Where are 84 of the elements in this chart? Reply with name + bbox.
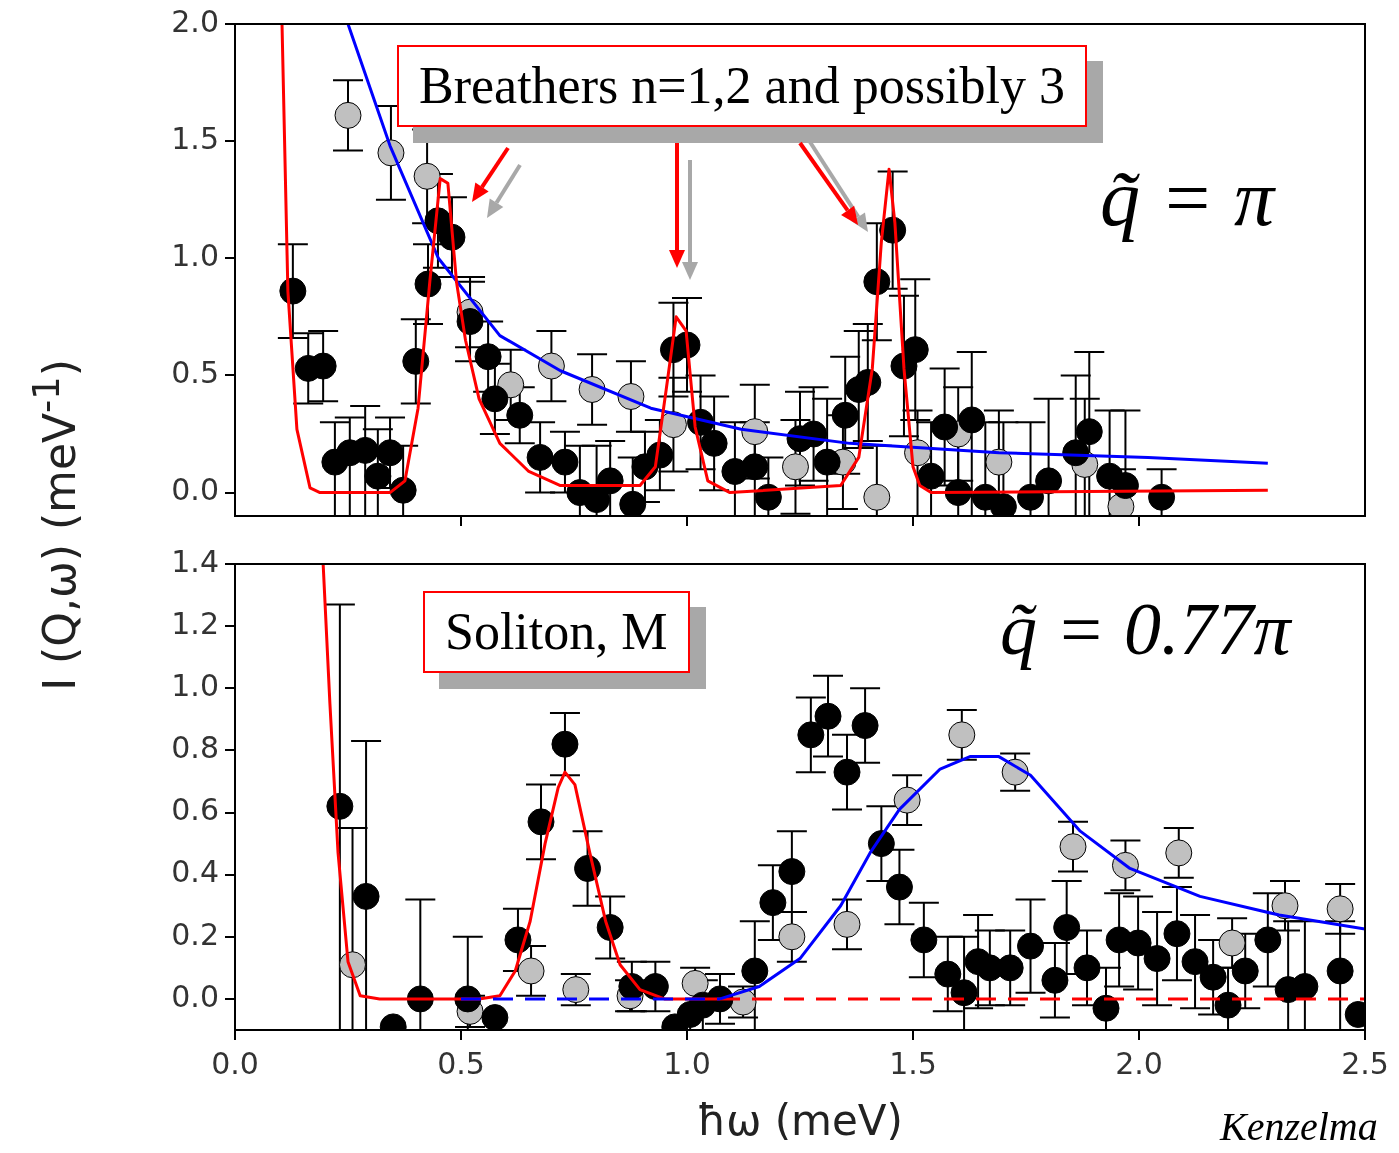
point bbox=[910, 926, 938, 954]
point bbox=[700, 429, 728, 457]
point bbox=[1231, 957, 1259, 985]
point bbox=[413, 162, 441, 190]
y-tick-label: 0.0 bbox=[171, 978, 219, 1014]
y-tick-label: 1.2 bbox=[171, 605, 219, 641]
point bbox=[1326, 957, 1354, 985]
text: Kenzelma bbox=[1220, 1103, 1378, 1151]
point bbox=[1073, 954, 1101, 982]
point bbox=[950, 979, 978, 1007]
point bbox=[833, 910, 861, 938]
point bbox=[1271, 892, 1299, 920]
point bbox=[741, 453, 769, 481]
point bbox=[1041, 966, 1069, 994]
point bbox=[551, 730, 579, 758]
point bbox=[506, 401, 534, 429]
point bbox=[1035, 467, 1063, 495]
point bbox=[948, 721, 976, 749]
annotation: Soliton, M bbox=[423, 591, 690, 674]
y-tick-label: 0.8 bbox=[171, 730, 219, 766]
point bbox=[1075, 418, 1103, 446]
y-tick-label: 1.0 bbox=[171, 238, 219, 274]
y-tick-label: 0.0 bbox=[171, 472, 219, 508]
point bbox=[1218, 929, 1246, 957]
point bbox=[1124, 929, 1152, 957]
point bbox=[917, 462, 945, 490]
point bbox=[517, 957, 545, 985]
point bbox=[759, 889, 787, 917]
point bbox=[813, 448, 841, 476]
point bbox=[1199, 963, 1227, 991]
y-tick-label: 0.2 bbox=[171, 916, 219, 952]
x-tick-label: 1.5 bbox=[889, 1045, 937, 1081]
x-tick-label: 1.0 bbox=[663, 1045, 711, 1081]
y-tick-label: 0.6 bbox=[171, 792, 219, 828]
annotation: Breathers n=1,2 and possibly 3 bbox=[397, 45, 1088, 128]
point bbox=[1214, 991, 1242, 1019]
point bbox=[778, 858, 806, 886]
point bbox=[741, 957, 769, 985]
point bbox=[474, 343, 502, 371]
point bbox=[1165, 839, 1193, 867]
y-tick-label: 1.4 bbox=[171, 543, 219, 579]
point bbox=[352, 882, 380, 910]
point bbox=[583, 486, 611, 514]
point bbox=[376, 439, 404, 467]
point bbox=[1059, 833, 1087, 861]
y-tick-label: 0.5 bbox=[171, 355, 219, 391]
point bbox=[851, 712, 879, 740]
point bbox=[526, 443, 554, 471]
point bbox=[551, 448, 579, 476]
point bbox=[885, 873, 913, 901]
point bbox=[481, 1004, 509, 1030]
point bbox=[334, 101, 362, 129]
point bbox=[797, 721, 825, 749]
point bbox=[1092, 994, 1120, 1022]
point bbox=[958, 406, 986, 434]
point bbox=[619, 490, 647, 516]
annotation: q̃ = π bbox=[1100, 150, 1275, 246]
point bbox=[934, 960, 962, 988]
y-tick-label: 2.0 bbox=[171, 3, 219, 39]
point bbox=[931, 413, 959, 441]
point bbox=[1181, 948, 1209, 976]
point bbox=[1053, 913, 1081, 941]
x-axis-title: ħω (meV) bbox=[697, 1095, 903, 1145]
point bbox=[814, 702, 842, 730]
point bbox=[901, 336, 929, 364]
point bbox=[1163, 920, 1191, 948]
y-tick-label: 1.5 bbox=[171, 120, 219, 156]
point bbox=[781, 453, 809, 481]
point bbox=[778, 923, 806, 951]
point bbox=[1143, 945, 1171, 973]
annotation: q̃ = 0.77π bbox=[1000, 585, 1291, 674]
point bbox=[364, 462, 392, 490]
point bbox=[1326, 895, 1354, 923]
x-tick-label: 2.0 bbox=[1115, 1045, 1163, 1081]
x-tick-label: 2.5 bbox=[1341, 1045, 1389, 1081]
y-tick-label: 1.0 bbox=[171, 668, 219, 704]
point bbox=[833, 758, 861, 786]
point bbox=[1254, 926, 1282, 954]
y-tick-label: 0.4 bbox=[171, 854, 219, 890]
x-tick-label: 0.0 bbox=[211, 1045, 259, 1081]
point bbox=[1017, 932, 1045, 960]
x-tick-label: 0.5 bbox=[437, 1045, 485, 1081]
point bbox=[481, 385, 509, 413]
point bbox=[831, 401, 859, 429]
